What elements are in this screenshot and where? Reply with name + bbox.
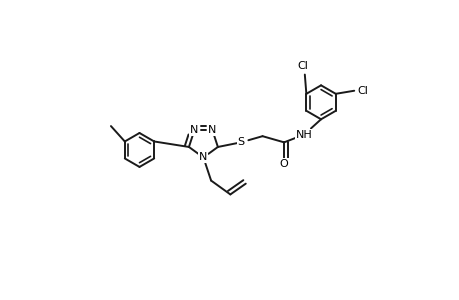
Text: Cl: Cl: [297, 61, 308, 71]
Text: N: N: [190, 125, 198, 135]
Text: N: N: [208, 125, 216, 135]
Text: O: O: [279, 159, 288, 169]
Text: Cl: Cl: [357, 86, 367, 96]
Text: S: S: [237, 137, 244, 147]
Text: NH: NH: [295, 130, 312, 140]
Text: N: N: [199, 152, 207, 163]
